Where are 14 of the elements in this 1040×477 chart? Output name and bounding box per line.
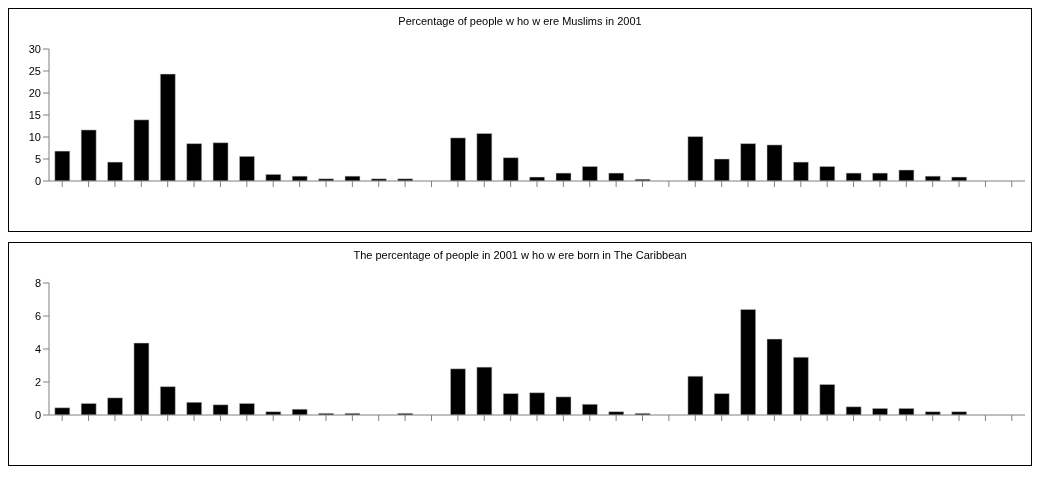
y-tick-label: 30 bbox=[28, 42, 41, 55]
y-tick-label: 2 bbox=[34, 375, 41, 388]
chart-title: The percentage of people in 2001 w ho w ere born in The Caribbean bbox=[352, 249, 688, 261]
y-tick-label: 15 bbox=[28, 108, 41, 121]
y-tick-label: 8 bbox=[34, 276, 41, 289]
y-tick-label: 0 bbox=[34, 408, 41, 421]
y-tick-label: 6 bbox=[34, 309, 41, 322]
y-tick-label: 10 bbox=[28, 130, 41, 143]
y-tick-label: 5 bbox=[34, 152, 41, 165]
y-tick-label: 4 bbox=[34, 342, 41, 355]
y-tick-label: 20 bbox=[28, 86, 41, 99]
y-tick-label: 25 bbox=[28, 64, 41, 77]
chart-title: Percentage of people w ho w ere Muslims in 2001 bbox=[397, 15, 643, 27]
y-tick-label: 0 bbox=[34, 174, 41, 187]
